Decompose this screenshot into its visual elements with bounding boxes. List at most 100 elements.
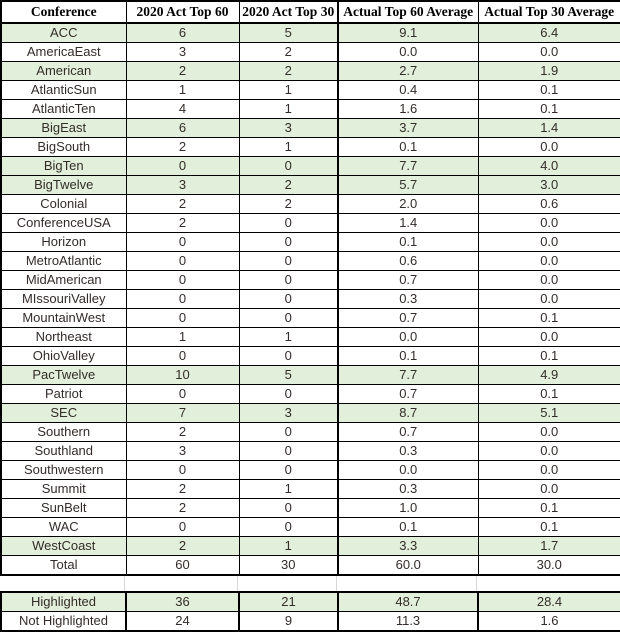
avg-top30-cell: 0.0 <box>477 213 620 233</box>
avg-top30-cell: 0.0 <box>477 42 620 62</box>
conference-row: MetroAtlantic 0 0 0.6 0.0 <box>0 251 620 271</box>
header-row: Conference 2020 Act Top 60 2020 Act Top … <box>0 0 620 24</box>
avg-top30-cell: 0.0 <box>477 441 620 461</box>
conference-name-cell: MountainWest <box>0 308 127 328</box>
avg-top60-cell: 3.3 <box>337 536 479 556</box>
conference-row: SEC 7 3 8.7 5.1 <box>0 403 620 423</box>
avg-top30-cell: 0.1 <box>477 384 620 404</box>
avg-top60-cell: 11.3 <box>337 611 479 632</box>
avg-top30-cell: 0.0 <box>477 422 620 442</box>
avg-top60-cell: 0.7 <box>337 308 479 328</box>
conference-name-cell: MetroAtlantic <box>0 251 127 271</box>
avg-top60-cell: 0.1 <box>337 137 479 157</box>
act-top60-cell: 0 <box>125 517 240 537</box>
avg-top30-cell: 0.1 <box>477 498 620 518</box>
act-top60-cell: 3 <box>125 42 240 62</box>
conference-name-cell: Highlighted <box>0 591 127 612</box>
conference-row: BigSouth 2 1 0.1 0.0 <box>0 137 620 157</box>
avg-top60-cell: 0.3 <box>337 289 479 309</box>
avg-top30-cell: 0.1 <box>477 517 620 537</box>
avg-top30-cell: 28.4 <box>477 591 620 612</box>
avg-top30-cell: 30.0 <box>477 555 620 576</box>
conference-name-cell: BigEast <box>0 118 127 138</box>
avg-top60-cell: 9.1 <box>337 22 479 43</box>
act-top30-cell: 0 <box>238 346 339 366</box>
conference-name-cell: BigTwelve <box>0 175 127 195</box>
act-top30-cell: 3 <box>238 403 339 423</box>
conference-name-cell: AmericaEast <box>0 42 127 62</box>
act-top30-cell: 0 <box>238 308 339 328</box>
act-top30-cell: 9 <box>238 611 339 632</box>
conference-table-header: Conference 2020 Act Top 60 2020 Act Top … <box>0 0 620 24</box>
conference-name-cell: MidAmerican <box>0 270 127 290</box>
avg-top60-cell: 0.1 <box>337 517 479 537</box>
avg-top60-cell: 2.0 <box>337 194 479 214</box>
avg-top60-cell: 60.0 <box>337 555 479 576</box>
conference-name-cell: Northeast <box>0 327 127 347</box>
summary-table: Highlighted 36 21 48.7 28.4 Not Highligh… <box>0 591 620 632</box>
avg-top60-cell: 3.7 <box>337 118 479 138</box>
conference-row: AtlanticSun 1 1 0.4 0.1 <box>0 80 620 100</box>
conference-name-cell: ACC <box>0 22 127 43</box>
act-top30-cell: 1 <box>238 536 339 556</box>
conference-name-cell: Horizon <box>0 232 127 252</box>
act-top60-cell: 0 <box>125 384 240 404</box>
act-top60-cell: 3 <box>125 175 240 195</box>
conference-row: SunBelt 2 0 1.0 0.1 <box>0 498 620 518</box>
avg-top60-cell: 0.0 <box>337 42 479 62</box>
act-top60-cell: 0 <box>125 251 240 271</box>
total-row: Total 60 30 60.0 30.0 <box>0 555 620 576</box>
conference-row: Southwestern 0 0 0.0 0.0 <box>0 460 620 480</box>
avg-top30-cell: 1.9 <box>477 61 620 81</box>
avg-top60-cell: 1.0 <box>337 498 479 518</box>
summary-row: Not Highlighted 24 9 11.3 1.6 <box>0 611 620 632</box>
conference-name-cell: Total <box>0 555 127 576</box>
act-top60-cell: 0 <box>125 156 240 176</box>
act-top30-cell: 0 <box>238 517 339 537</box>
conference-name-cell: AtlanticTen <box>0 99 127 119</box>
conference-name-cell: Southland <box>0 441 127 461</box>
avg-top60-cell: 0.1 <box>337 232 479 252</box>
header-2020-act-top60: 2020 Act Top 60 <box>125 0 240 24</box>
act-top60-cell: 1 <box>125 80 240 100</box>
conference-row: MidAmerican 0 0 0.7 0.0 <box>0 270 620 290</box>
header-actual-top60-average: Actual Top 60 Average <box>337 0 479 24</box>
conference-name-cell: PacTwelve <box>0 365 127 385</box>
conference-name-cell: Colonial <box>0 194 127 214</box>
avg-top60-cell: 0.3 <box>337 479 479 499</box>
conference-name-cell: American <box>0 61 127 81</box>
avg-top30-cell: 0.0 <box>477 137 620 157</box>
avg-top30-cell: 1.7 <box>477 536 620 556</box>
avg-top60-cell: 8.7 <box>337 403 479 423</box>
act-top60-cell: 2 <box>125 422 240 442</box>
avg-top30-cell: 0.0 <box>477 479 620 499</box>
act-top60-cell: 6 <box>125 118 240 138</box>
avg-top60-cell: 1.4 <box>337 213 479 233</box>
conference-name-cell: OhioValley <box>0 346 127 366</box>
avg-top30-cell: 0.1 <box>477 99 620 119</box>
conference-row: BigEast 6 3 3.7 1.4 <box>0 118 620 138</box>
act-top30-cell: 5 <box>238 22 339 43</box>
spacer-cell <box>0 576 125 591</box>
conference-table: Conference 2020 Act Top 60 2020 Act Top … <box>0 0 620 576</box>
conference-row: AmericaEast 3 2 0.0 0.0 <box>0 42 620 62</box>
avg-top60-cell: 5.7 <box>337 175 479 195</box>
act-top60-cell: 1 <box>125 327 240 347</box>
act-top60-cell: 0 <box>125 308 240 328</box>
act-top30-cell: 0 <box>238 441 339 461</box>
conference-name-cell: BigTen <box>0 156 127 176</box>
act-top60-cell: 2 <box>125 479 240 499</box>
summary-table-body: Highlighted 36 21 48.7 28.4 Not Highligh… <box>0 591 620 632</box>
act-top30-cell: 0 <box>238 232 339 252</box>
conference-row: Colonial 2 2 2.0 0.6 <box>0 194 620 214</box>
avg-top60-cell: 0.3 <box>337 441 479 461</box>
avg-top60-cell: 0.0 <box>337 327 479 347</box>
avg-top60-cell: 1.6 <box>337 99 479 119</box>
act-top30-cell: 1 <box>238 327 339 347</box>
conference-row: MountainWest 0 0 0.7 0.1 <box>0 308 620 328</box>
avg-top30-cell: 0.0 <box>477 251 620 271</box>
conference-row: WAC 0 0 0.1 0.1 <box>0 517 620 537</box>
conference-name-cell: WAC <box>0 517 127 537</box>
act-top60-cell: 0 <box>125 270 240 290</box>
avg-top60-cell: 0.0 <box>337 460 479 480</box>
